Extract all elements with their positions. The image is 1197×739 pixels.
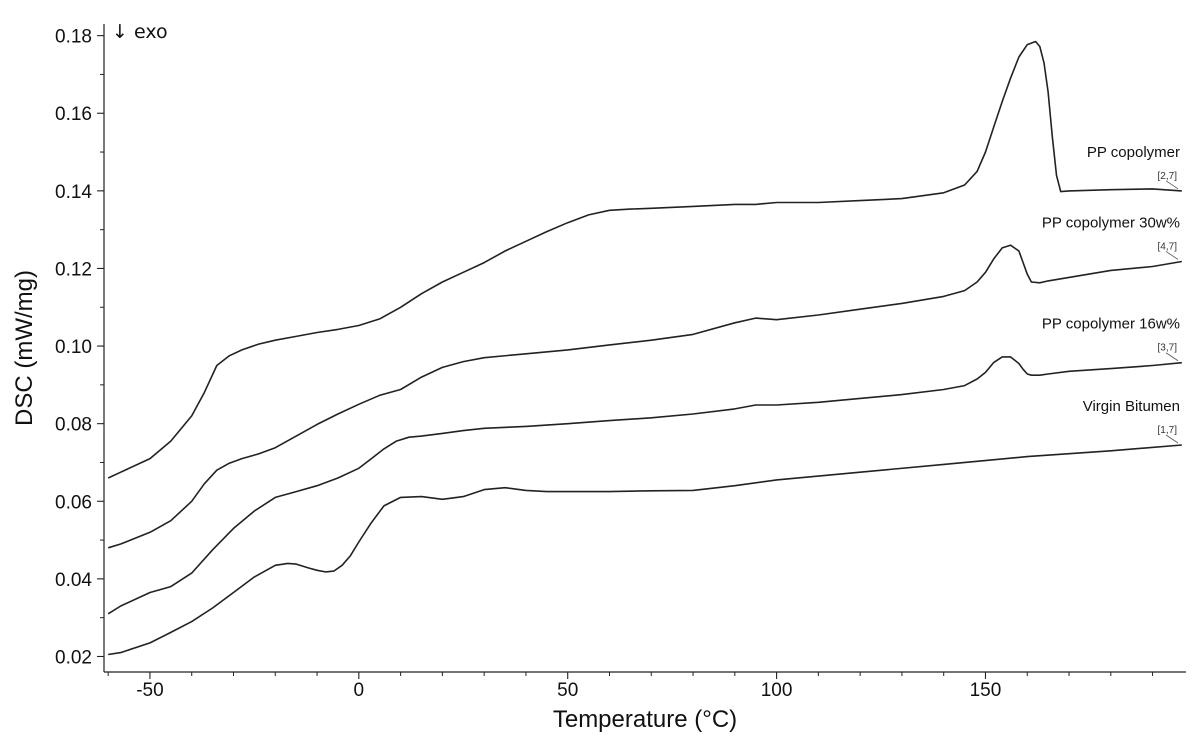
- y-tick-label: 0.04: [55, 570, 92, 591]
- x-tick-label: 100: [761, 680, 793, 701]
- series-name-label: PP copolymer 16w%: [1042, 316, 1180, 333]
- series-tag-leader: [1165, 352, 1179, 362]
- y-tick-label: 0.16: [55, 104, 92, 125]
- series-name-label: PP copolymer 30w%: [1042, 214, 1180, 231]
- y-tick-label: 0.10: [55, 337, 92, 358]
- series-layer: [107, 40, 1182, 656]
- series-line-1: [107, 40, 1182, 479]
- series-tag-leader: [1165, 251, 1179, 260]
- series-tag-label: [2,7]: [1158, 171, 1178, 182]
- series-tag-label: [1,7]: [1158, 425, 1178, 436]
- y-tick-label: 0.08: [55, 415, 92, 436]
- y-tick-label: 0.06: [55, 492, 92, 513]
- series-tag-leader: [1165, 180, 1179, 190]
- series-name-label: Virgin Bitumen: [1083, 398, 1180, 415]
- series-tag-label: [3,7]: [1158, 343, 1178, 354]
- series-line-2: [107, 244, 1182, 549]
- series-tag-leader: [1165, 434, 1179, 444]
- y-tick-label: 0.12: [55, 259, 92, 280]
- ticks-layer: -50 0 50 100 150 0.02 0.04 0.06 0.08 0.10 0.12 0.14…: [55, 27, 1154, 701]
- y-tick-label: 0.02: [55, 647, 92, 668]
- y-tick-label: 0.14: [55, 182, 92, 203]
- y-axis-title: DSC (mW/mg): [11, 270, 38, 426]
- series-line-4: [108, 444, 1182, 656]
- axes-layer: [103, 24, 1186, 673]
- exo-annotation: ↓ exo: [112, 21, 168, 43]
- series-line-3: [107, 356, 1182, 615]
- x-tick-label: -50: [136, 680, 163, 701]
- series-name-label: PP copolymer: [1087, 144, 1180, 161]
- x-tick-label: 50: [557, 680, 578, 701]
- x-axis-title: Temperature (°C): [553, 706, 737, 733]
- labels-layer: PP copolymer [2,7] PP copolymer 30w% [4,7] P…: [1042, 144, 1180, 444]
- y-tick-label: 0.18: [55, 27, 92, 48]
- x-tick-label: 0: [354, 680, 365, 701]
- series-tag-label: [4,7]: [1158, 241, 1178, 252]
- x-tick-label: 150: [970, 680, 1002, 701]
